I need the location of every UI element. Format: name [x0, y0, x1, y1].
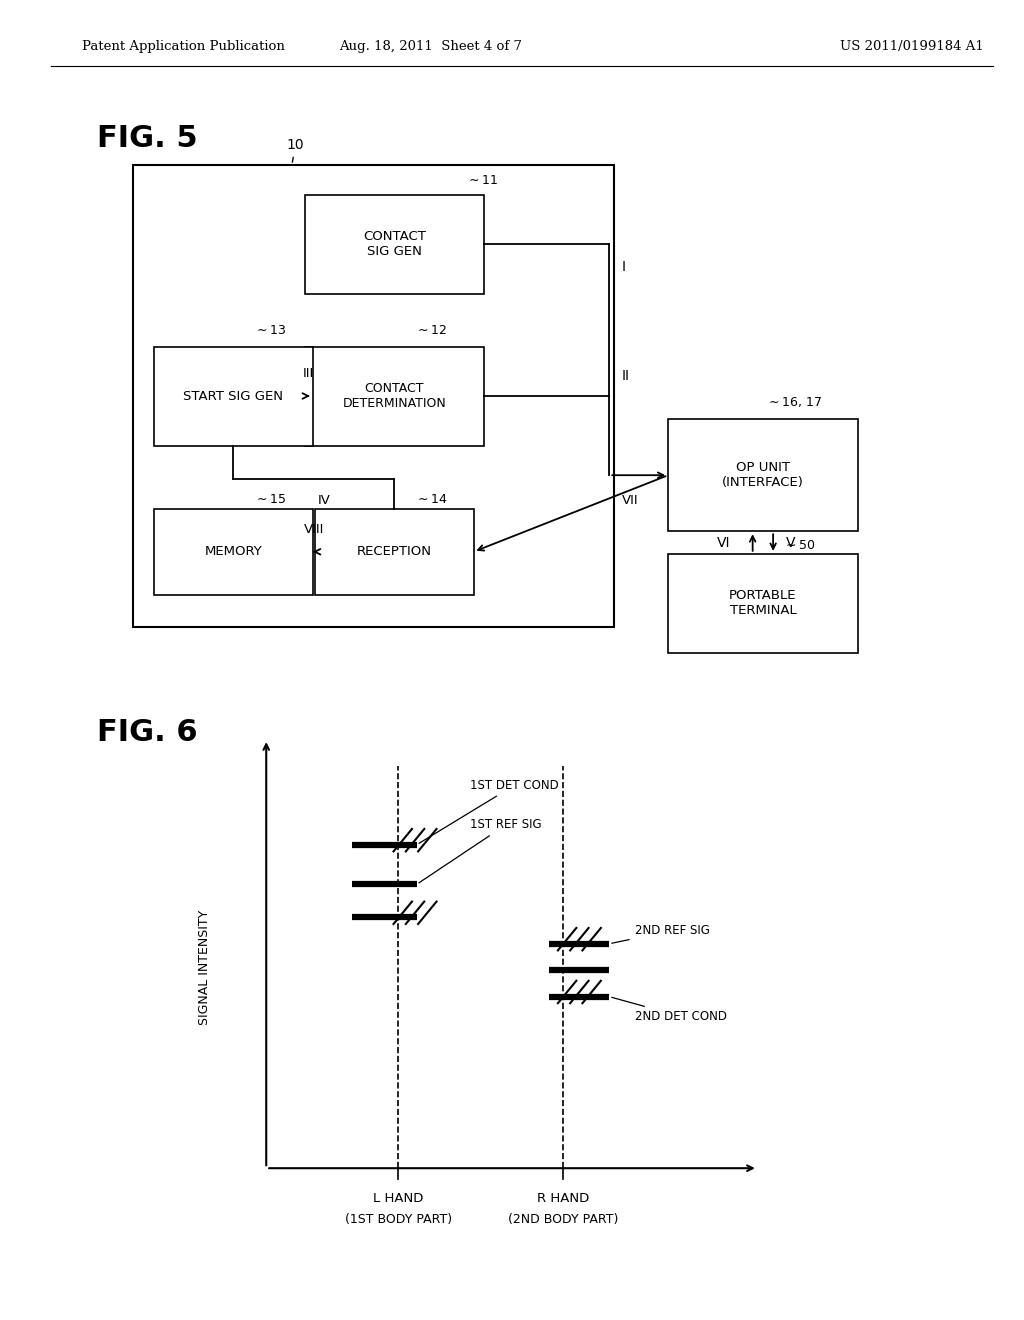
FancyBboxPatch shape [668, 420, 857, 531]
Text: MEMORY: MEMORY [205, 545, 262, 558]
Text: PORTABLE
TERMINAL: PORTABLE TERMINAL [729, 589, 797, 618]
Text: $\mathregular{\sim}$14: $\mathregular{\sim}$14 [415, 492, 447, 506]
FancyBboxPatch shape [133, 165, 614, 627]
Text: 1ST DET COND: 1ST DET COND [419, 779, 558, 843]
FancyBboxPatch shape [155, 508, 313, 594]
FancyBboxPatch shape [668, 554, 857, 652]
Text: Patent Application Publication: Patent Application Publication [82, 40, 285, 53]
Text: 2ND DET COND: 2ND DET COND [611, 998, 727, 1023]
FancyBboxPatch shape [305, 195, 483, 294]
Text: VII: VII [622, 494, 638, 507]
Text: $\mathregular{\sim}$12: $\mathregular{\sim}$12 [415, 323, 446, 337]
FancyBboxPatch shape [305, 347, 483, 446]
FancyBboxPatch shape [155, 347, 313, 446]
Text: VI: VI [717, 536, 730, 549]
Text: RECEPTION: RECEPTION [356, 545, 432, 558]
Text: (2ND BODY PART): (2ND BODY PART) [508, 1213, 618, 1226]
Text: L HAND: L HAND [373, 1192, 423, 1205]
Text: FIG. 5: FIG. 5 [97, 124, 198, 153]
Text: 10: 10 [287, 137, 304, 162]
Text: 1ST REF SIG: 1ST REF SIG [419, 818, 542, 883]
Text: US 2011/0199184 A1: US 2011/0199184 A1 [840, 40, 983, 53]
Text: CONTACT
DETERMINATION: CONTACT DETERMINATION [342, 381, 446, 411]
Text: $\mathregular{\sim}$15: $\mathregular{\sim}$15 [254, 492, 286, 506]
Text: R HAND: R HAND [537, 1192, 589, 1205]
Text: $\mathregular{\sim}$11: $\mathregular{\sim}$11 [466, 174, 498, 187]
Text: Aug. 18, 2011  Sheet 4 of 7: Aug. 18, 2011 Sheet 4 of 7 [339, 40, 521, 53]
Text: CONTACT
SIG GEN: CONTACT SIG GEN [362, 230, 426, 259]
FancyBboxPatch shape [315, 508, 473, 594]
Text: III: III [303, 367, 314, 380]
Text: I: I [622, 260, 626, 275]
Text: FIG. 6: FIG. 6 [97, 718, 198, 747]
Text: $\mathregular{\sim}$50: $\mathregular{\sim}$50 [783, 539, 816, 552]
Text: START SIG GEN: START SIG GEN [183, 389, 284, 403]
Text: $\mathregular{\sim}$16, 17: $\mathregular{\sim}$16, 17 [766, 395, 822, 409]
Text: (1ST BODY PART): (1ST BODY PART) [344, 1213, 452, 1226]
Text: VIII: VIII [304, 523, 324, 536]
Text: $\mathregular{\sim}$13: $\mathregular{\sim}$13 [254, 323, 286, 337]
Text: V: V [785, 536, 795, 549]
Text: OP UNIT
(INTERFACE): OP UNIT (INTERFACE) [722, 461, 804, 490]
Text: IV: IV [317, 495, 331, 507]
Text: 2ND REF SIG: 2ND REF SIG [611, 924, 710, 944]
Text: SIGNAL INTENSITY: SIGNAL INTENSITY [199, 909, 211, 1024]
Text: II: II [622, 370, 630, 383]
